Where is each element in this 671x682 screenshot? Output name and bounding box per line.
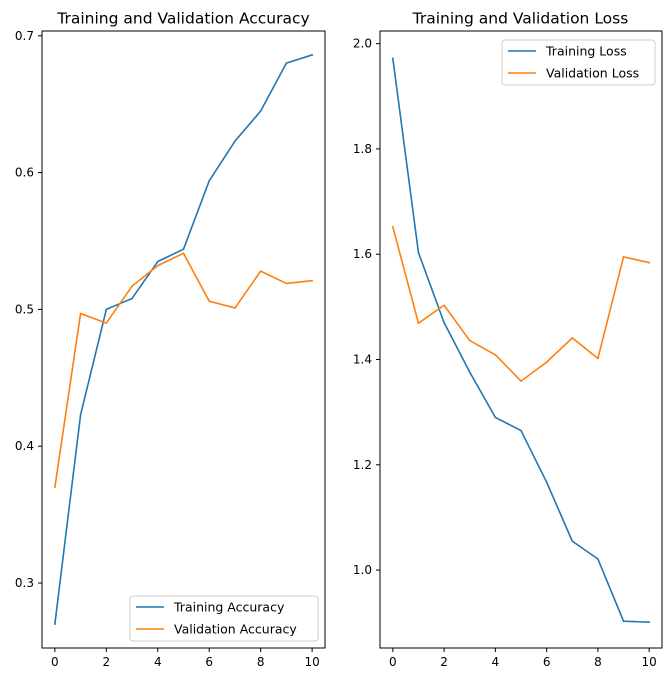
accuracy-xtick-label: 0 <box>51 655 59 669</box>
data-point-validation-loss <box>417 322 420 324</box>
legend-label-training-loss: Training Loss <box>545 44 627 59</box>
loss-xtick-label: 10 <box>642 655 657 669</box>
loss-plot-area <box>379 30 663 649</box>
accuracy-xtick-label: 10 <box>304 655 319 669</box>
data-point-validation-loss <box>392 226 394 228</box>
data-point-training-loss <box>443 321 445 324</box>
legend-label-validation-accuracy: Validation Accuracy <box>174 622 297 637</box>
data-point-training-loss <box>545 481 548 483</box>
accuracy-plot-area <box>41 30 326 649</box>
accuracy-chart-title: Training and Validation Accuracy <box>56 10 309 28</box>
loss-xtick-label: 8 <box>594 655 602 669</box>
data-point-validation-loss <box>597 357 599 360</box>
data-point-validation-accuracy <box>54 486 56 489</box>
data-point-validation-accuracy <box>79 312 82 315</box>
data-point-validation-accuracy <box>105 322 108 324</box>
data-point-validation-accuracy <box>182 252 185 255</box>
data-point-validation-loss <box>571 337 574 339</box>
data-point-training-accuracy <box>182 248 185 251</box>
data-point-training-accuracy <box>156 260 159 263</box>
accuracy-xtick-label: 6 <box>205 655 213 669</box>
data-point-training-accuracy <box>311 54 313 56</box>
data-point-validation-loss <box>468 339 471 342</box>
data-point-training-accuracy <box>79 413 82 416</box>
loss-ytick-label: 1.8 <box>353 142 372 156</box>
data-point-training-accuracy <box>259 110 262 112</box>
data-point-training-loss <box>622 620 625 622</box>
data-point-validation-accuracy <box>156 264 159 267</box>
loss-xtick-label: 4 <box>492 655 500 669</box>
loss-chart: Training and Validation Loss 0 2 4 6 8 10 1.0 1… <box>353 10 663 669</box>
loss-xtick-label: 6 <box>543 655 551 669</box>
data-point-training-loss <box>597 558 599 560</box>
data-point-validation-accuracy <box>208 300 211 302</box>
legend-label-training-accuracy: Training Accuracy <box>173 600 285 615</box>
legend-label-validation-loss: Validation Loss <box>546 66 639 81</box>
loss-ticks: 0 2 4 6 8 10 1.0 1.2 1.4 1.6 1.8 2.0 <box>353 37 657 669</box>
data-point-validation-accuracy <box>311 279 313 282</box>
accuracy-ytick-label: 0.5 <box>15 302 34 316</box>
loss-legend-box <box>501 39 656 86</box>
accuracy-lines <box>53 53 314 625</box>
loss-ytick-label: 1.6 <box>353 247 372 261</box>
accuracy-legend: Training Accuracy Validation Accuracy <box>129 595 319 642</box>
loss-ytick-label: 1.0 <box>353 563 372 577</box>
loss-xtick-label: 0 <box>389 655 397 669</box>
accuracy-chart: Training and Validation Accuracy 0 2 4 6 8 10… <box>15 10 326 669</box>
data-point-training-accuracy <box>234 140 236 142</box>
accuracy-ticks: 0 2 4 6 8 10 0.3 0.4 0.5 0.6 0.7 <box>15 29 320 669</box>
loss-xtick-label: 2 <box>440 655 448 669</box>
data-point-training-accuracy <box>105 308 108 311</box>
data-point-validation-loss <box>520 380 522 382</box>
loss-lines <box>391 57 651 624</box>
loss-legend: Training Loss Validation Loss <box>501 39 656 86</box>
data-point-validation-accuracy <box>285 282 288 285</box>
loss-ytick-label: 2.0 <box>353 37 372 51</box>
data-point-training-accuracy <box>208 180 211 182</box>
accuracy-xtick-label: 8 <box>257 655 265 669</box>
data-point-validation-loss <box>648 261 650 264</box>
data-point-training-loss <box>648 621 650 623</box>
data-point-training-accuracy <box>285 62 288 64</box>
data-point-training-loss <box>494 416 497 419</box>
data-point-validation-accuracy <box>234 307 236 309</box>
accuracy-ytick-label: 0.4 <box>15 439 34 453</box>
data-point-validation-accuracy <box>259 270 262 272</box>
data-point-validation-loss <box>622 256 625 258</box>
loss-ytick-label: 1.2 <box>353 458 372 472</box>
accuracy-ytick-label: 0.7 <box>15 29 34 43</box>
loss-ytick-label: 1.4 <box>353 353 372 367</box>
data-point-training-loss <box>417 251 420 254</box>
data-point-training-accuracy <box>54 623 56 625</box>
accuracy-legend-box <box>129 595 319 642</box>
data-point-validation-loss <box>494 353 497 356</box>
data-point-training-loss <box>571 540 574 542</box>
data-point-training-accuracy <box>131 297 133 300</box>
data-point-training-loss <box>392 57 394 60</box>
accuracy-xtick-label: 4 <box>154 655 162 669</box>
accuracy-ytick-label: 0.3 <box>15 576 34 590</box>
data-point-training-loss <box>468 371 471 373</box>
accuracy-ytick-label: 0.6 <box>15 166 34 180</box>
accuracy-xtick-label: 2 <box>102 655 110 669</box>
loss-chart-title: Training and Validation Loss <box>412 10 629 28</box>
data-point-training-loss <box>520 429 522 432</box>
data-point-validation-loss <box>545 361 548 363</box>
data-point-validation-accuracy <box>131 285 133 287</box>
data-point-validation-loss <box>443 304 445 307</box>
